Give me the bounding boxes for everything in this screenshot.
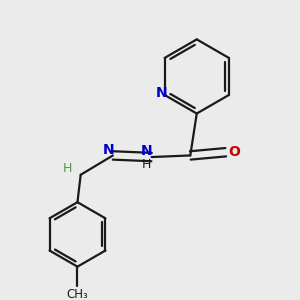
Text: O: O bbox=[228, 145, 240, 159]
Text: N: N bbox=[156, 86, 168, 100]
Text: N: N bbox=[141, 144, 153, 158]
Text: N: N bbox=[103, 142, 115, 157]
Text: H: H bbox=[142, 158, 152, 171]
Text: CH₃: CH₃ bbox=[67, 288, 88, 300]
Text: H: H bbox=[63, 162, 73, 175]
